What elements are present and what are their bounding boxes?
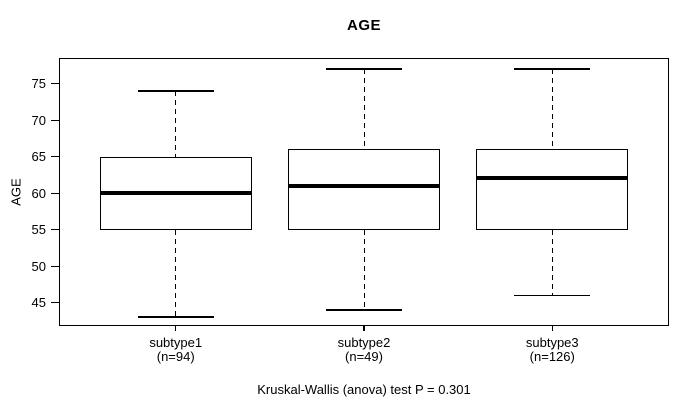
category-size: (n=94) (156, 349, 195, 364)
upper-whisker-cap (514, 68, 591, 70)
y-axis-tick-label: 70 (31, 112, 46, 128)
y-axis-tick-label: 55 (31, 222, 46, 238)
y-axis-tick-label: 65 (31, 149, 46, 165)
category-label: subtype1 (n=94) (91, 336, 261, 364)
lower-whisker-cap (514, 294, 591, 297)
y-axis-tick (51, 156, 59, 158)
category-name: subtype2 (337, 335, 391, 350)
upper-whisker-line (551, 68, 553, 150)
median-line (288, 183, 440, 188)
y-axis-tick-label: 50 (31, 258, 46, 274)
median-line (99, 191, 252, 196)
y-axis-tick-label: 60 (31, 185, 46, 201)
category-label: subtype3 (n=126) (467, 336, 637, 364)
y-axis-tick (51, 229, 59, 231)
upper-whisker-cap (137, 90, 214, 92)
y-axis-tick-label: 75 (31, 76, 46, 92)
y-axis-tick (51, 302, 59, 304)
median-line (476, 176, 629, 181)
lower-whisker-line (551, 229, 553, 296)
lower-whisker-line (363, 229, 365, 310)
category-size: (n=126) (529, 349, 575, 364)
stat-test-caption: Kruskal-Wallis (anova) test P = 0.301 (257, 382, 471, 397)
x-axis-tick (363, 326, 365, 331)
category-size: (n=49) (345, 349, 383, 364)
upper-whisker-cap (326, 68, 402, 70)
y-axis-tick (51, 192, 59, 194)
y-axis-tick-label: 45 (31, 295, 46, 311)
upper-whisker-line (363, 68, 365, 150)
x-axis-tick (174, 326, 177, 331)
category-label: subtype2 (n=49) (279, 336, 449, 364)
y-axis-tick (51, 83, 59, 85)
y-axis-tick (51, 119, 59, 121)
category-name: subtype3 (525, 335, 579, 350)
chart-title: AGE (346, 17, 381, 34)
lower-whisker-line (175, 229, 177, 318)
lower-whisker-cap (137, 316, 214, 318)
upper-whisker-line (175, 90, 177, 157)
lower-whisker-cap (326, 309, 402, 311)
iqr-box (476, 149, 629, 230)
iqr-box (288, 149, 440, 230)
x-axis-tick (551, 326, 554, 331)
category-name: subtype1 (149, 335, 203, 350)
y-axis-tick (51, 265, 59, 267)
